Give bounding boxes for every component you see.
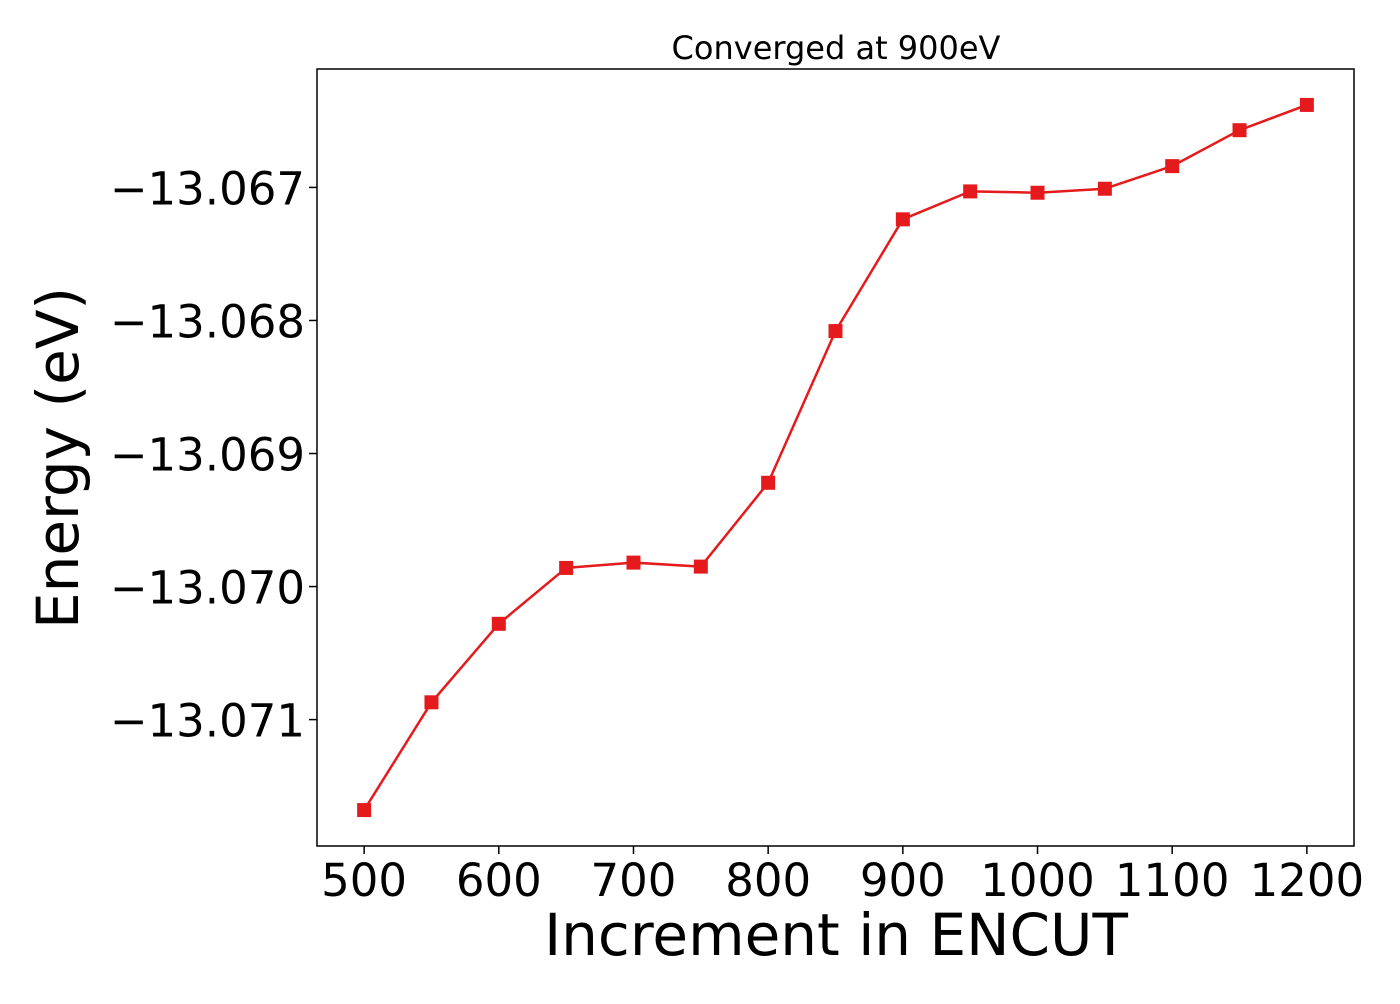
x-tick-label: 1100 [1115, 854, 1230, 907]
data-point [963, 184, 978, 199]
y-tick-label: −13.069 [110, 429, 305, 482]
series-line [363, 103, 1308, 811]
y-tick-label: −13.068 [110, 295, 305, 348]
data-point [1097, 181, 1112, 196]
data-point [626, 555, 641, 570]
series-layer [357, 97, 1314, 818]
y-tick-label: −13.070 [110, 562, 305, 615]
data-point [761, 475, 776, 490]
y-axis-label: Energy (eV) [24, 287, 92, 629]
data-point [693, 559, 708, 574]
x-tick-label: 1200 [1250, 854, 1365, 907]
data-point [1232, 123, 1247, 138]
x-tick-label: 500 [321, 854, 407, 907]
x-tick-label: 600 [456, 854, 542, 907]
data-point [1165, 159, 1180, 174]
data-point [424, 695, 439, 710]
x-axis-label: Increment in ENCUT [544, 901, 1128, 969]
data-point [559, 560, 574, 575]
y-axis: −13.071 −13.070 −13.069 −13.068 −13.067 [110, 162, 317, 748]
plot-frame [316, 68, 1355, 847]
data-point [491, 616, 506, 631]
data-point [357, 803, 372, 818]
data-point [828, 324, 843, 339]
x-tick-label: 1000 [980, 854, 1095, 907]
x-axis: 500 600 700 800 900 1000 1100 1200 [321, 846, 1364, 907]
x-tick-label: 900 [860, 854, 946, 907]
y-tick-label: −13.071 [110, 695, 305, 748]
data-point [1030, 185, 1045, 200]
y-tick-label: −13.067 [110, 162, 305, 215]
data-point [1299, 97, 1314, 112]
chart-title: Converged at 900eV [672, 29, 1001, 67]
x-tick-label: 800 [725, 854, 811, 907]
data-point [895, 212, 910, 227]
x-tick-label: 700 [591, 854, 677, 907]
